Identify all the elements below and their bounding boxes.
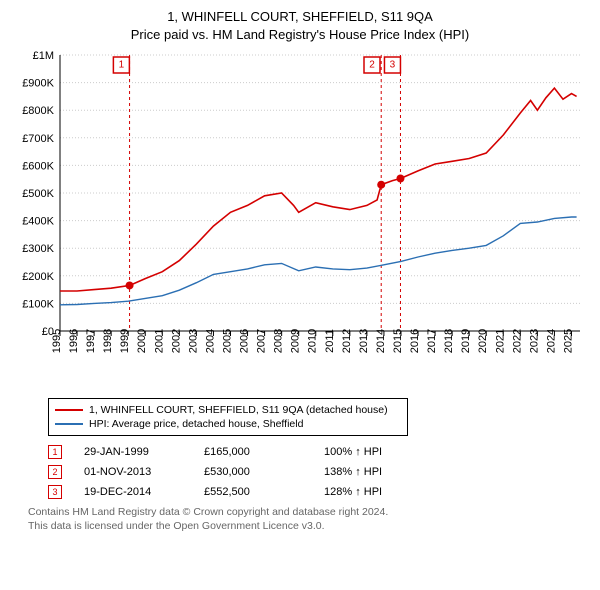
marker-number: 3 [390, 60, 396, 71]
x-tick-label: 2022 [511, 329, 523, 353]
x-tick-label: 2017 [426, 329, 438, 353]
y-tick-label: £300K [22, 243, 54, 255]
transaction-row: 2 01-NOV-2013£530,000138% ↑ HPI [48, 462, 586, 482]
chart: £0£100K£200K£300K£400K£500K£600K£700K£80… [14, 47, 586, 392]
marker-number: 2 [369, 60, 375, 71]
legend-label: HPI: Average price, detached house, Shef… [89, 418, 303, 430]
x-tick-label: 2009 [290, 329, 302, 353]
x-tick-label: 2000 [136, 329, 148, 353]
x-tick-label: 2011 [324, 329, 336, 353]
legend-swatch-icon [55, 423, 83, 425]
x-tick-label: 2025 [562, 329, 574, 353]
legend-label: 1, WHINFELL COURT, SHEFFIELD, S11 9QA (d… [89, 404, 388, 416]
legend-swatch-icon [55, 409, 83, 411]
x-tick-label: 1998 [102, 329, 114, 353]
y-tick-label: £700K [22, 133, 54, 145]
x-tick-label: 2021 [494, 329, 506, 353]
x-tick-label: 2014 [375, 329, 387, 353]
y-tick-label: £1M [33, 50, 54, 62]
legend-row: 1, WHINFELL COURT, SHEFFIELD, S11 9QA (d… [55, 403, 401, 417]
y-tick-label: £500K [22, 188, 54, 200]
license-line2: This data is licensed under the Open Gov… [28, 520, 586, 534]
transaction-date: 29-JAN-1999 [84, 446, 204, 458]
transaction-pct: 100% ↑ HPI [324, 446, 414, 458]
transaction-pct: 128% ↑ HPI [324, 486, 414, 498]
x-tick-label: 2012 [341, 329, 353, 353]
transaction-price: £552,500 [204, 486, 324, 498]
x-tick-label: 2020 [477, 329, 489, 353]
transaction-marker-box: 3 [48, 485, 62, 499]
legend-row: HPI: Average price, detached house, Shef… [55, 417, 401, 431]
transaction-price: £165,000 [204, 446, 324, 458]
license-text: Contains HM Land Registry data © Crown c… [28, 506, 586, 533]
x-tick-label: 2010 [307, 329, 319, 353]
y-tick-label: £200K [22, 271, 54, 283]
x-tick-label: 2015 [392, 329, 404, 353]
x-tick-label: 2002 [170, 329, 182, 353]
marker-number: 1 [119, 60, 125, 71]
marker-point-icon [377, 181, 385, 189]
x-tick-label: 2024 [545, 329, 557, 353]
transaction-date: 01-NOV-2013 [84, 466, 204, 478]
x-tick-label: 2016 [409, 329, 421, 353]
transaction-date: 19-DEC-2014 [84, 486, 204, 498]
chart-title: 1, WHINFELL COURT, SHEFFIELD, S11 9QA Pr… [14, 8, 586, 43]
transaction-table: 1 29-JAN-1999£165,000100% ↑ HPI 2 01-NOV-20… [48, 442, 586, 502]
y-tick-label: £400K [22, 216, 54, 228]
marker-point-icon [396, 175, 404, 183]
transaction-marker-box: 1 [48, 445, 62, 459]
x-tick-label: 1999 [119, 329, 131, 353]
x-tick-label: 1996 [68, 329, 80, 353]
x-tick-label: 2013 [358, 329, 370, 353]
y-tick-label: £600K [22, 160, 54, 172]
x-tick-label: 2006 [239, 329, 251, 353]
x-tick-label: 2001 [153, 329, 165, 353]
x-tick-label: 2008 [273, 329, 285, 353]
x-tick-label: 1995 [51, 329, 63, 353]
y-tick-label: £800K [22, 105, 54, 117]
title-line2: Price paid vs. HM Land Registry's House … [14, 26, 586, 44]
x-tick-label: 2019 [460, 329, 472, 353]
x-tick-label: 2003 [187, 329, 199, 353]
y-tick-label: £100K [22, 298, 54, 310]
transaction-marker-box: 2 [48, 465, 62, 479]
transaction-pct: 138% ↑ HPI [324, 466, 414, 478]
transaction-row: 3 19-DEC-2014£552,500128% ↑ HPI [48, 482, 586, 502]
chart-svg: £0£100K£200K£300K£400K£500K£600K£700K£80… [14, 47, 586, 392]
transaction-row: 1 29-JAN-1999£165,000100% ↑ HPI [48, 442, 586, 462]
x-tick-label: 1997 [85, 329, 97, 353]
marker-point-icon [126, 282, 134, 290]
x-tick-label: 2004 [204, 329, 216, 353]
x-tick-label: 2018 [443, 329, 455, 353]
y-tick-label: £900K [22, 78, 54, 90]
x-tick-label: 2005 [221, 329, 233, 353]
x-tick-label: 2007 [256, 329, 268, 353]
page: 1, WHINFELL COURT, SHEFFIELD, S11 9QA Pr… [0, 0, 600, 541]
legend: 1, WHINFELL COURT, SHEFFIELD, S11 9QA (d… [48, 398, 408, 436]
series-price-paid [60, 88, 577, 291]
x-tick-label: 2023 [528, 329, 540, 353]
series-hpi [60, 217, 577, 305]
transaction-price: £530,000 [204, 466, 324, 478]
title-line1: 1, WHINFELL COURT, SHEFFIELD, S11 9QA [14, 8, 586, 26]
license-line1: Contains HM Land Registry data © Crown c… [28, 506, 586, 520]
